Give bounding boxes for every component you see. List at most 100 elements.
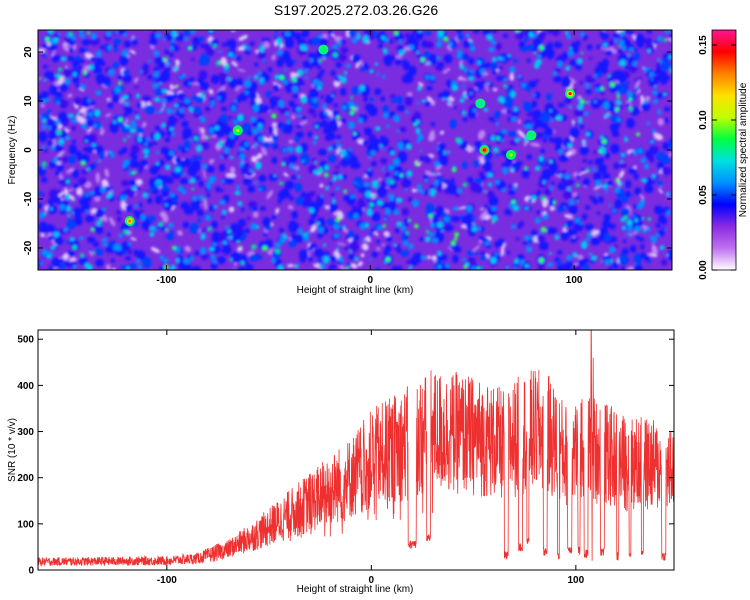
heatmap-cell (164, 49, 170, 55)
heatmap-cell (338, 74, 342, 80)
y-tick-label: 100 (17, 519, 34, 530)
heatmap-cell (172, 109, 177, 113)
heatmap-cell (95, 225, 104, 235)
heatmap-cell (504, 208, 511, 216)
y-tick-label: 200 (17, 473, 34, 484)
heatmap-cell (324, 164, 330, 171)
x-tick-label: 100 (566, 275, 583, 286)
heatmap-cell (287, 263, 294, 268)
heatmap-cell (197, 77, 204, 85)
heatmap-cell (234, 190, 241, 196)
heatmap-cell (326, 218, 335, 226)
heatmap-cell (134, 115, 140, 120)
heatmap-cell (154, 132, 161, 141)
heatmap-cell (388, 38, 394, 44)
heatmap-cell (302, 200, 309, 207)
heatmap-cell (58, 258, 65, 263)
heatmap-cell (559, 202, 569, 211)
heatmap-cell (179, 108, 185, 113)
heatmap-cell (47, 139, 54, 147)
heatmap-cell (664, 117, 669, 124)
heatmap-cell (365, 168, 373, 178)
heatmap-cell (660, 60, 663, 64)
heatmap-cell (294, 264, 300, 269)
heatmap-cell (602, 58, 609, 67)
heatmap-cell (68, 155, 76, 165)
heatmap-cell (556, 114, 563, 122)
heatmap-cell (595, 87, 600, 93)
heatmap-cell (536, 54, 542, 59)
heatmap-cell (95, 56, 102, 63)
heatmap-cell (357, 32, 360, 36)
heatmap-cell (563, 206, 566, 209)
heatmap-cell (532, 125, 538, 130)
heatmap-cell (160, 105, 166, 110)
heatmap-cell (437, 61, 445, 69)
heatmap-cell (384, 208, 391, 215)
heatmap-cell (105, 113, 112, 118)
heatmap-cell (493, 147, 499, 153)
heatmap-cell (230, 251, 241, 261)
heatmap-cell (241, 44, 247, 49)
heatmap-y-axis-label: Frequency (Hz) (7, 116, 18, 185)
heatmap-cell (443, 216, 450, 223)
heatmap-cell (634, 218, 639, 223)
heatmap-cell (651, 243, 658, 253)
heatmap-cell (427, 62, 432, 66)
heatmap-cell (124, 256, 132, 261)
heatmap-cell (580, 168, 586, 172)
heatmap-cell (248, 254, 258, 262)
heatmap-cell (134, 85, 139, 89)
heatmap-cell (52, 157, 59, 164)
heatmap-peak-core (509, 153, 513, 157)
heatmap-cell (177, 92, 185, 101)
heatmap-cell (330, 193, 335, 197)
heatmap-cell (90, 32, 97, 40)
heatmap-cell (225, 136, 235, 149)
heatmap-cell (657, 118, 664, 126)
heatmap-cell (338, 53, 347, 62)
heatmap-cell (71, 198, 76, 202)
heatmap-cell (296, 124, 302, 129)
heatmap-cell (233, 119, 238, 125)
heatmap-cell (655, 92, 664, 99)
heatmap-cell (58, 32, 61, 36)
heatmap-cell (641, 102, 651, 112)
heatmap-cell (216, 256, 226, 264)
heatmap-cell (284, 37, 295, 49)
heatmap-cell (229, 132, 235, 139)
heatmap-cell (68, 144, 78, 155)
heatmap-cell (517, 119, 521, 125)
heatmap-cell (405, 110, 409, 115)
heatmap-cell (254, 161, 262, 170)
heatmap-cell (390, 97, 396, 104)
heatmap-cell (636, 42, 645, 48)
heatmap-cell (437, 221, 444, 228)
heatmap-cell (349, 148, 352, 152)
heatmap-cell (582, 158, 588, 163)
heatmap-cell (620, 160, 624, 163)
heatmap-cell (335, 61, 342, 69)
heatmap-cell (200, 118, 206, 123)
y-tick-label: 10 (23, 95, 34, 107)
heatmap-cell (574, 217, 581, 224)
heatmap-cell (491, 215, 498, 222)
heatmap-cell (432, 172, 436, 176)
heatmap-cell (384, 218, 387, 221)
heatmap-cell (95, 172, 101, 184)
heatmap-cell (516, 223, 522, 229)
heatmap-cell (272, 122, 277, 127)
heatmap-cell (284, 68, 288, 72)
heatmap-cell (213, 205, 218, 209)
heatmap-cell (617, 81, 625, 91)
heatmap-cell (290, 233, 297, 240)
heatmap-cell (419, 237, 424, 242)
heatmap-cell (564, 224, 567, 228)
heatmap-cell (654, 85, 657, 88)
heatmap-cell (274, 30, 279, 34)
heatmap-cell (219, 155, 223, 159)
heatmap-cell (375, 126, 381, 131)
heatmap-cell (626, 118, 635, 129)
heatmap-cell (107, 102, 114, 109)
heatmap-cell (474, 140, 482, 148)
